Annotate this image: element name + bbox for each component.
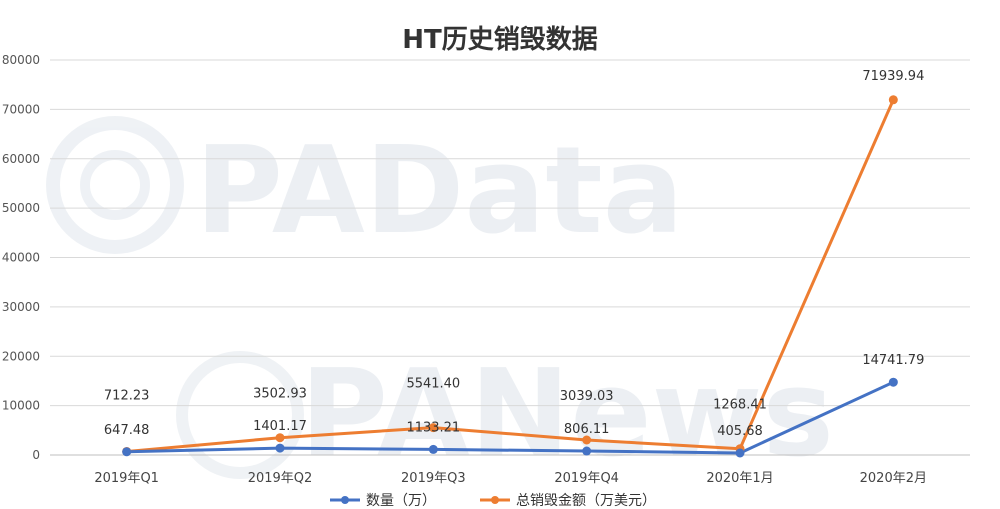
data-label: 3039.03 [560,389,614,404]
series-lines [126,99,895,455]
x-category-label: 2019年Q2 [248,471,313,486]
data-label: 712.23 [104,388,150,403]
x-category-label: 2020年2月 [860,471,927,486]
chart-title: HT历史销毁数据 [402,25,598,55]
grid-lines [50,59,970,456]
y-tick-label: 60000 [2,152,40,166]
series-line [126,99,895,453]
data-label: 3502.93 [253,387,307,402]
y-tick-label: 40000 [2,251,40,265]
series-line [126,380,894,455]
legend-label: 数量（万） [366,493,436,509]
watermark-panews: PANews [300,345,834,484]
data-point [122,447,132,457]
x-category-label: 2019年Q1 [94,471,159,486]
data-point [582,446,592,456]
x-axis-categories: 2019年Q1 2019年Q2 2019年Q3 2019年Q4 2020年1月 2020年… [94,471,927,486]
y-tick-label: 80000 [2,53,40,67]
series-points [122,95,898,458]
data-point [275,443,285,453]
data-point [275,433,285,443]
watermark-padata: PAData [195,122,684,261]
data-point [582,435,592,445]
data-labels: 647.48 1401.17 1133.21 806.11 405.68 14741.79… [104,69,924,439]
data-point [888,95,898,105]
y-tick-label: 30000 [2,300,40,314]
data-label: 1401.17 [253,419,307,434]
watermark-logo-icon [176,351,304,479]
watermark-layer: PAData PANews [46,116,834,484]
data-label: 14741.79 [862,353,924,368]
x-category-label: 2019年Q4 [554,471,619,486]
legend-marker [341,496,349,504]
data-point [735,448,745,458]
data-point [428,444,438,454]
data-label: 1133.21 [406,420,460,435]
x-category-label: 2020年1月 [706,471,773,486]
y-axis-ticks: 0 10000 20000 30000 40000 50000 60000 70000 8000… [2,53,40,462]
y-tick-label: 50000 [2,201,40,215]
y-tick-label: 10000 [2,399,40,413]
legend: 数量（万） 总销毁金额（万美元） [330,493,656,509]
y-tick-label: 70000 [2,102,40,116]
y-tick-label: 0 [32,448,40,462]
data-label: 647.48 [104,423,150,438]
data-label: 5541.40 [406,377,460,392]
data-label: 806.11 [564,422,610,437]
data-label: 405.68 [717,424,763,439]
watermark-logo-icon [46,116,184,254]
legend-label: 总销毁金额（万美元） [516,493,656,509]
legend-marker [491,496,499,504]
data-point [888,377,898,387]
y-tick-label: 20000 [2,349,40,363]
data-label: 1268.41 [713,398,767,413]
data-label: 71939.94 [862,69,924,84]
x-category-label: 2019年Q3 [401,471,466,486]
data-point [428,423,438,433]
